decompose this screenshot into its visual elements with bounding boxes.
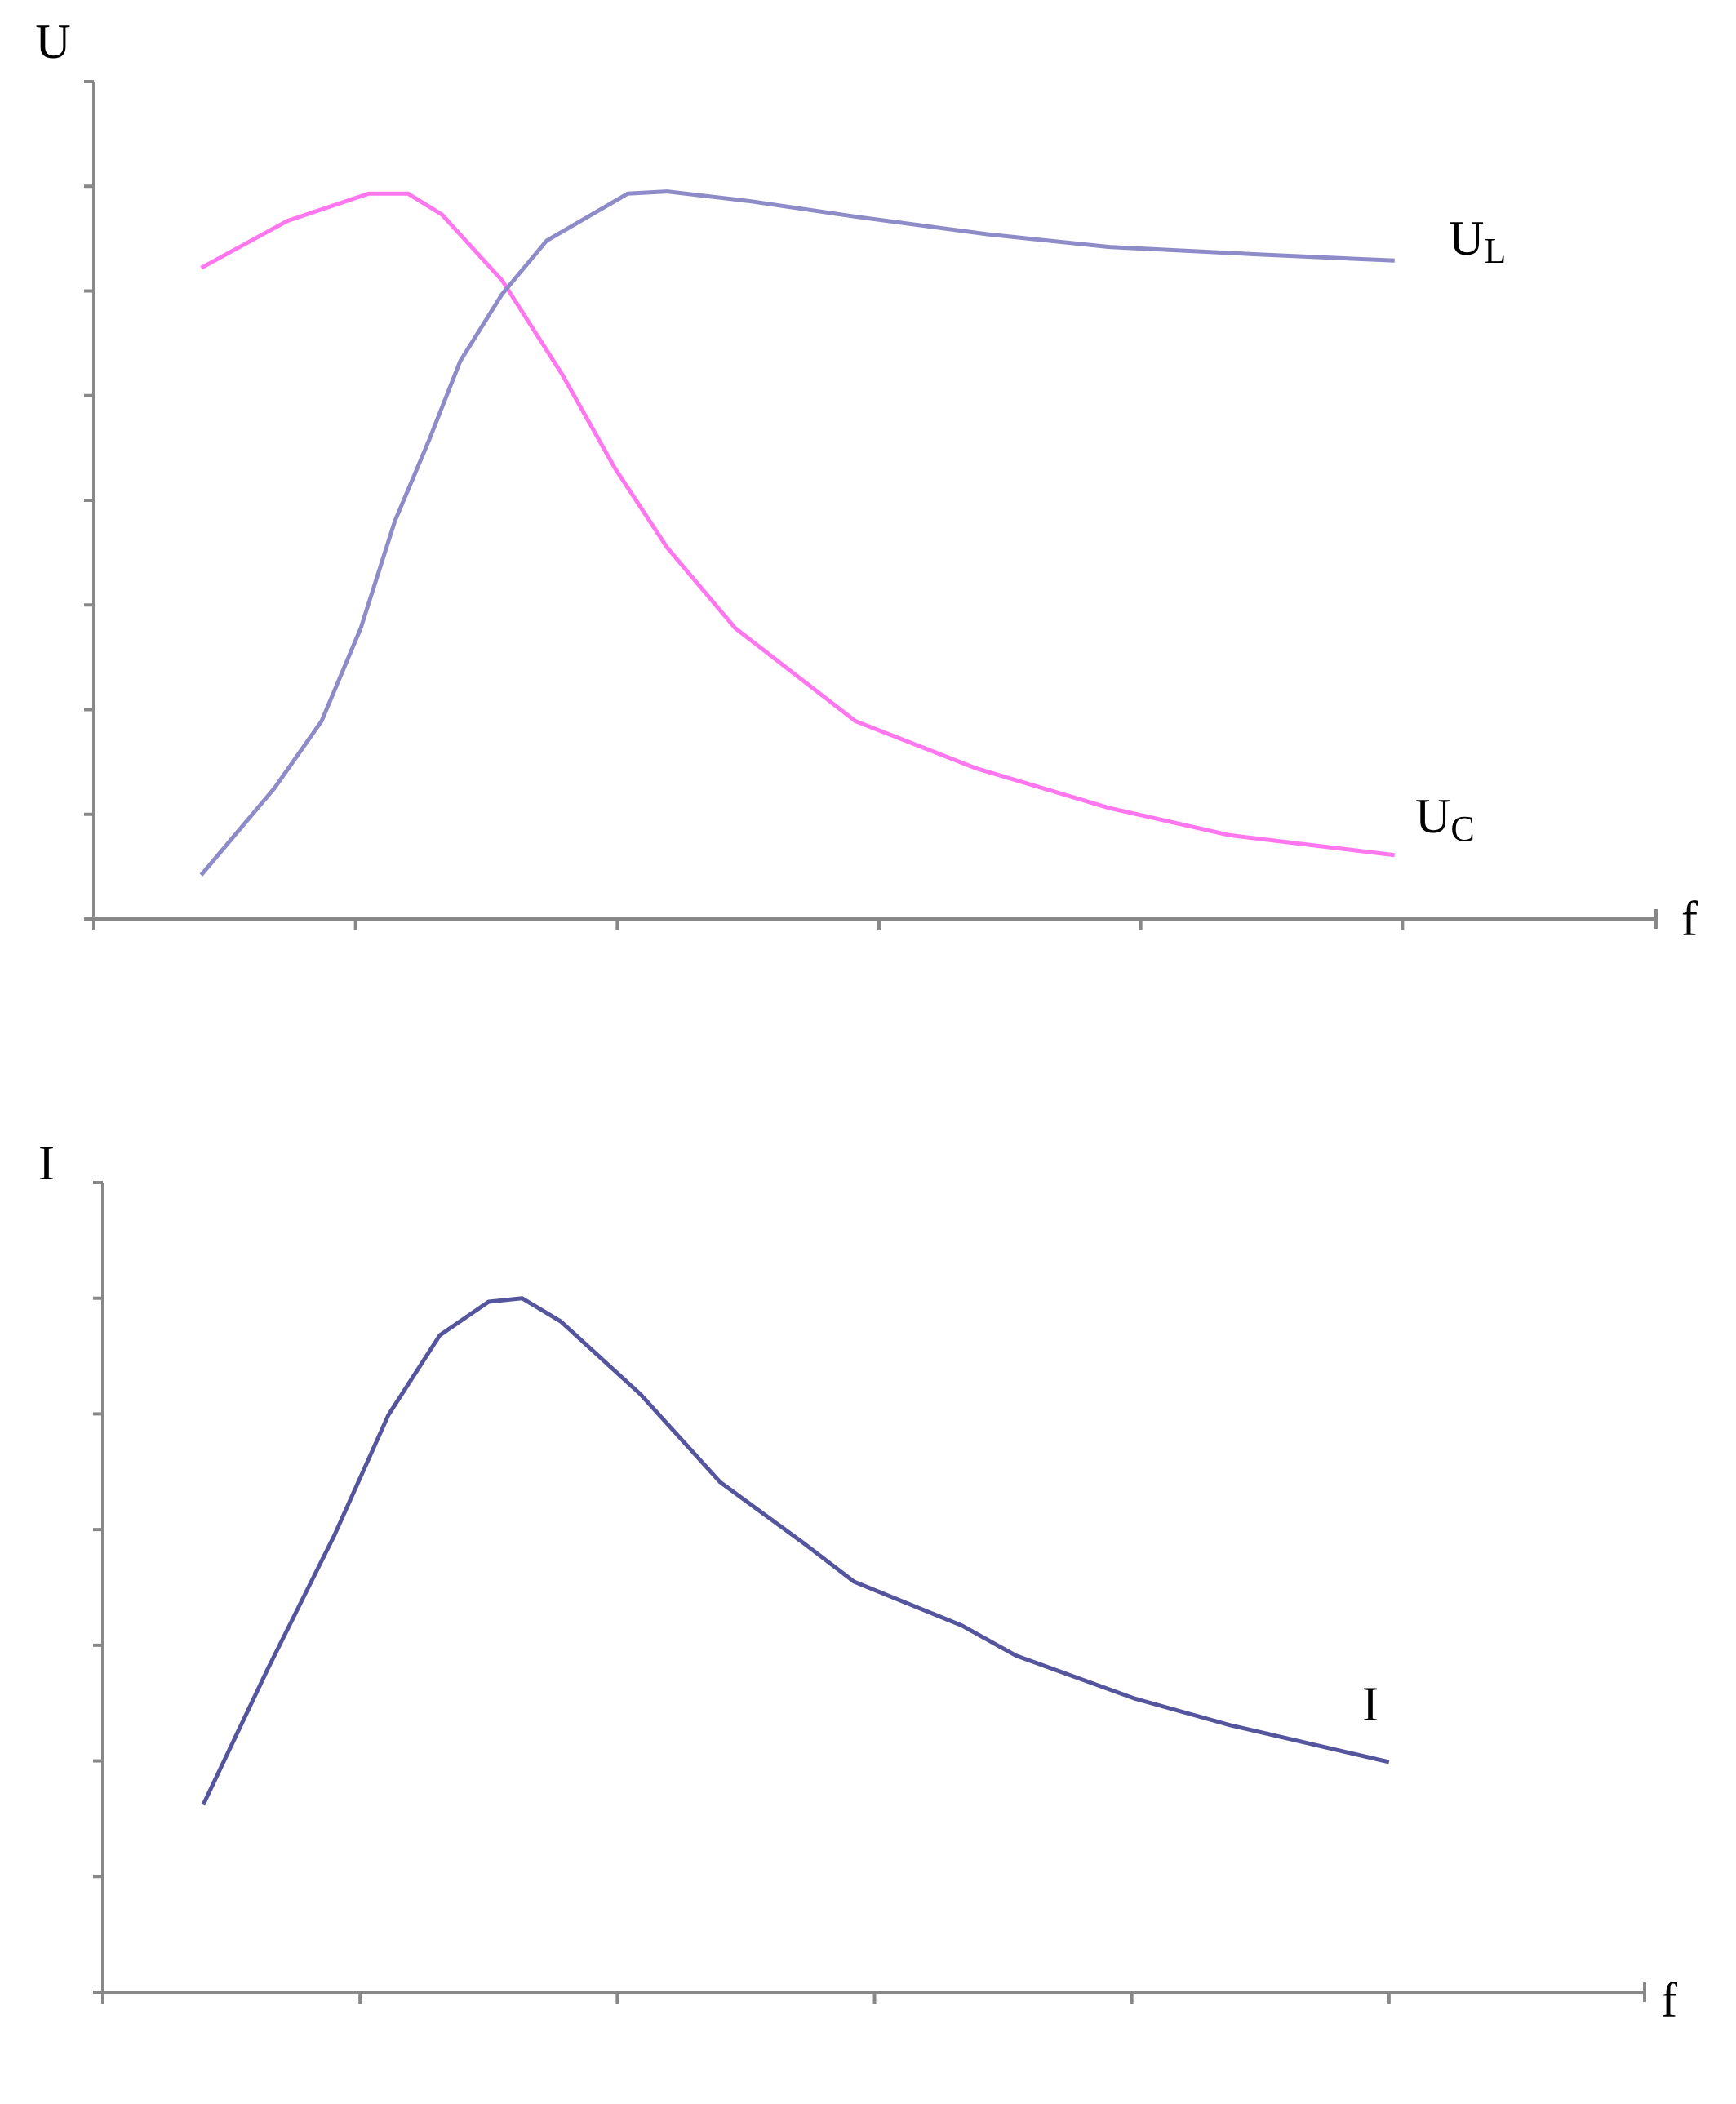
- series-subscript: L: [1484, 231, 1506, 271]
- x-axis-label: f: [1661, 1973, 1677, 2027]
- series-line: [201, 1296, 1390, 1806]
- series-label: I: [1362, 1677, 1379, 1731]
- series-name: U: [1449, 211, 1484, 265]
- series-line: [199, 189, 1395, 877]
- y-axis-label: I: [38, 1136, 55, 1190]
- series-label: UL: [1449, 211, 1506, 271]
- series-name: U: [1415, 789, 1450, 843]
- series-line: [200, 191, 1396, 858]
- x-axis-label: f: [1681, 892, 1698, 946]
- chart: If I: [38, 1136, 1677, 2027]
- y-axis-label: U: [35, 15, 70, 69]
- series-label: UC: [1415, 789, 1475, 849]
- series-name: I: [1362, 1677, 1379, 1731]
- series-subscript: C: [1450, 809, 1474, 849]
